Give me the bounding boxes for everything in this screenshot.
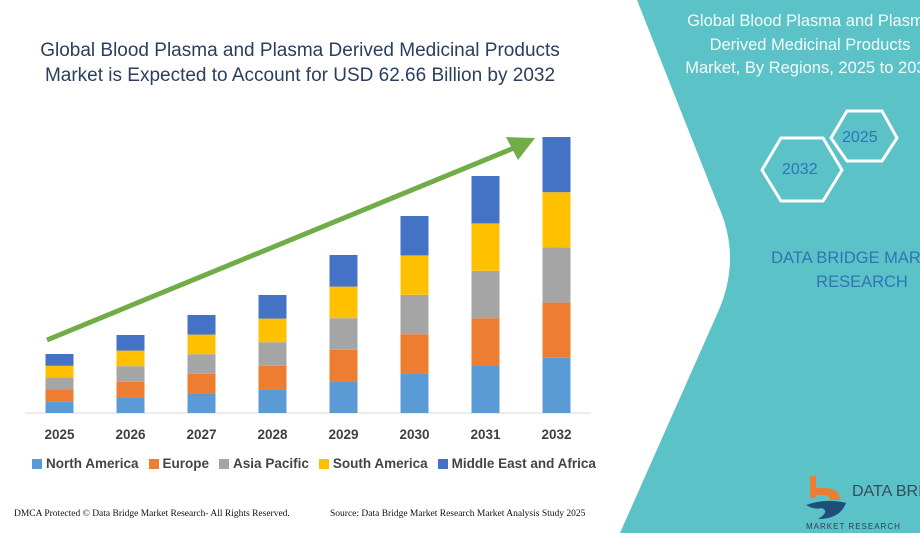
logo-icon: [806, 476, 846, 519]
legend-swatch-icon: [32, 458, 42, 469]
bar-segment-2026-asia-pacific: [116, 366, 145, 382]
brand-text: DATA BRIDGE MARKET RESEARCH: [712, 246, 920, 294]
bar-segment-2028-south-america: [258, 318, 287, 343]
bar-segment-2032-europe: [542, 302, 571, 358]
hex-2032: [760, 136, 844, 203]
x-tick-label: 2030: [399, 427, 429, 442]
legend-item: South America: [318, 456, 428, 471]
hex-2025: [829, 109, 899, 163]
chart-legend: North America Europe Asia Pacific South Ame…: [32, 456, 596, 471]
legend-swatch-icon: [148, 458, 159, 469]
bar-segment-2031-asia-pacific: [471, 270, 500, 319]
bar-segment-2026-north-america: [116, 397, 145, 413]
bar-segment-2029-asia-pacific: [329, 318, 358, 350]
title-line-1: Global Blood Plasma and Plasma Derived M…: [40, 40, 560, 61]
side-title-line-3: Market, By Regions, 2025 to 2032: [685, 59, 920, 77]
chart-title: Global Blood Plasma and Plasma Derived M…: [0, 38, 600, 88]
trend-arrow-head: [506, 137, 535, 160]
bar-segment-2026-europe: [116, 381, 145, 398]
legend-label: Europe: [162, 456, 210, 471]
legend-label: Asia Pacific: [233, 456, 309, 471]
legend-item: North America: [32, 456, 139, 471]
bar-segment-2025-asia-pacific: [45, 377, 74, 390]
bar-segment-2027-europe: [187, 373, 216, 394]
bar-segment-2027-middle-east-and-africa: [187, 315, 216, 335]
side-title-line-1: Global Blood Plasma and Plasma: [687, 12, 920, 30]
logo-text: DATA BRIDGE: [852, 483, 920, 500]
side-panel: [620, 0, 920, 533]
legend-label: North America: [46, 456, 139, 471]
bar-segment-2025-europe: [45, 389, 74, 402]
bar-segment-2032-north-america: [542, 357, 571, 413]
bar-segment-2030-europe: [400, 334, 429, 374]
trend-arrow-line: [46, 145, 515, 343]
bar-segment-2030-south-america: [400, 255, 429, 295]
bar-segment-2031-europe: [471, 318, 500, 366]
bar-segment-2028-north-america: [258, 389, 287, 413]
bar-segment-2027-asia-pacific: [187, 354, 216, 374]
stacked-bar-chart: 2025 2026 2027 2028 2029 2030 2031 2032: [25, 137, 591, 442]
bar-segment-2029-middle-east-and-africa: [329, 255, 358, 287]
bar-segment-2030-north-america: [400, 373, 429, 413]
hex-label-2025: 2025: [842, 129, 878, 146]
bar-segment-2027-south-america: [187, 334, 216, 355]
side-title-line-2: Derived Medicinal Products: [709, 35, 911, 54]
x-tick-label: 2025: [44, 427, 75, 442]
bar-segment-2028-middle-east-and-africa: [258, 295, 287, 319]
bar-segment-2028-asia-pacific: [258, 342, 287, 366]
legend-swatch-icon: [219, 458, 230, 469]
title-line-2: Market is Expected to Account for USD 62…: [44, 65, 556, 86]
legend-label: Middle East and Africa: [451, 456, 596, 471]
bar-segment-2030-middle-east-and-africa: [400, 216, 429, 256]
bar-segment-2026-middle-east-and-africa: [116, 335, 145, 351]
bar-segment-2025-north-america: [45, 401, 74, 413]
legend-swatch-icon: [437, 458, 448, 469]
side-panel-title: Global Blood Plasma and Plasma Derived M…: [650, 10, 920, 81]
bar-segment-2025-middle-east-and-africa: [45, 354, 74, 366]
brand-line-1: DATA BRIDGE MARKET: [771, 249, 920, 267]
bar-segment-2029-europe: [329, 349, 358, 382]
bar-segment-2028-europe: [258, 365, 287, 390]
footer-source: Source: Data Bridge Market Research Mark…: [330, 509, 586, 519]
bar-segment-2027-north-america: [187, 393, 216, 413]
legend-label: South America: [332, 456, 428, 471]
legend-swatch-icon: [318, 458, 329, 469]
bar-segment-2031-south-america: [471, 223, 500, 271]
legend-item: Asia Pacific: [219, 456, 309, 471]
footer-copyright: DMCA Protected © Data Bridge Market Rese…: [14, 509, 290, 519]
hex-label-2032: 2032: [782, 161, 818, 178]
x-tick-label: 2032: [541, 427, 571, 442]
x-tick-label: 2026: [115, 427, 146, 442]
bar-segment-2031-north-america: [471, 365, 500, 413]
x-tick-label: 2027: [186, 427, 216, 442]
legend-item: Europe: [148, 456, 210, 471]
bar-segment-2029-south-america: [329, 286, 358, 319]
legend-item: Middle East and Africa: [437, 456, 596, 471]
bar-segment-2032-middle-east-and-africa: [542, 137, 571, 193]
brand-line-2: RESEARCH: [816, 273, 908, 291]
bar-segment-2032-asia-pacific: [542, 247, 571, 303]
bar-segment-2025-south-america: [45, 365, 74, 378]
logo-subtext: MARKET RESEARCH: [806, 522, 901, 531]
x-tick-label: 2031: [470, 427, 501, 442]
bar-segment-2029-north-america: [329, 381, 358, 413]
bar-segment-2032-south-america: [542, 192, 571, 248]
x-tick-label: 2029: [328, 427, 358, 442]
bar-segment-2030-asia-pacific: [400, 294, 429, 335]
bar-segment-2026-south-america: [116, 350, 145, 367]
bar-segment-2031-middle-east-and-africa: [471, 176, 500, 224]
x-tick-label: 2028: [257, 427, 288, 442]
